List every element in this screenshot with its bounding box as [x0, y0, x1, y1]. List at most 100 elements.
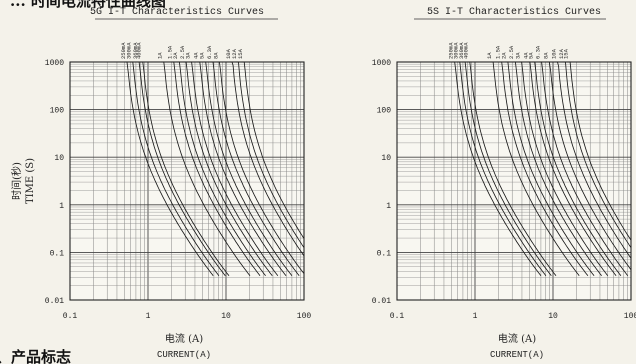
curve-label: 2A	[172, 52, 179, 59]
chart-title: 5G I-T Characteristics Curves	[90, 6, 264, 18]
x-tick-label: 1	[473, 312, 478, 321]
curve-6.3A	[539, 61, 629, 276]
curve-15A	[241, 61, 305, 239]
curve-360mA	[136, 61, 226, 276]
curve-label: 400mA	[136, 42, 143, 59]
x-axis-label-en: CURRENT(A)	[157, 350, 211, 360]
curve-10A	[555, 61, 632, 259]
curve-1A	[490, 61, 580, 276]
curve-label: 5A	[199, 52, 206, 59]
curve-300mA	[130, 61, 220, 276]
curve-12A	[562, 61, 632, 248]
curve-1A	[161, 61, 251, 276]
curve-label: 250mA	[448, 42, 455, 59]
curve-label: 10A	[225, 48, 232, 59]
curve-5A	[532, 61, 622, 276]
bottom-heading-fragment: 、产品标志	[0, 348, 71, 364]
curve-label: 3A	[514, 52, 521, 59]
curve-label: 2.5A	[179, 45, 186, 59]
y-tick-label: 10	[54, 154, 64, 163]
curve-8A	[216, 61, 305, 274]
y-tick-label: 0.01	[45, 297, 64, 306]
curve-label: 1A	[157, 52, 164, 59]
curve-label: 2.5A	[508, 45, 515, 59]
curve-360mA	[462, 61, 552, 276]
y-tick-label: 100	[377, 107, 392, 116]
y-tick-label: 1000	[372, 59, 391, 68]
top-heading-fragment: ... 时间电流特性曲线图	[10, 0, 166, 10]
curve-300mA	[457, 61, 547, 276]
curve-label: 6.3A	[534, 45, 541, 59]
x-tick-label: 1	[146, 312, 151, 321]
curve-label: 8A	[212, 52, 219, 59]
curve-label: 3A	[184, 52, 191, 59]
curve-label: 15A	[237, 48, 244, 59]
curve-label: 2A	[501, 52, 508, 59]
y-tick-label: 10	[381, 154, 391, 163]
y-tick-label: 0.1	[50, 249, 65, 258]
y-tick-label: 0.01	[372, 297, 391, 306]
x-tick-label: 10	[548, 312, 558, 321]
curve-250mA	[452, 61, 542, 276]
x-axis-label-cn: 电流 (A)	[498, 332, 536, 345]
x-tick-label: 0.1	[390, 312, 405, 321]
curve-label: 1.5A	[167, 45, 174, 59]
y-tick-label: 0.1	[377, 249, 392, 258]
plot-area	[70, 62, 304, 300]
y-tick-label: 1	[386, 202, 391, 211]
curve-1.5A	[499, 61, 589, 276]
x-tick-label: 0.1	[63, 312, 78, 321]
curve-3A	[189, 61, 279, 276]
y-tick-label: 1000	[45, 59, 64, 68]
curve-label: 10A	[551, 48, 558, 59]
curve-15A	[567, 61, 632, 241]
curve-4A	[527, 61, 617, 276]
curve-label: 1.5A	[495, 45, 502, 59]
curve-label: 12A	[558, 48, 565, 59]
curve-label: 4A	[193, 52, 200, 59]
curve-series-group	[452, 61, 632, 276]
x-tick-label: 100	[624, 312, 636, 321]
curve-400mA	[140, 61, 230, 276]
curve-label: 300mA	[126, 42, 133, 59]
plot-frame	[69, 61, 305, 301]
curve-label: 5A	[528, 52, 535, 59]
x-axis-label-cn: 电流 (A)	[165, 332, 203, 345]
x-axis-label-en: CURRENT(A)	[490, 350, 544, 360]
curve-8A	[546, 61, 632, 270]
curve-label: 360mA	[458, 42, 465, 59]
curve-4A	[197, 61, 287, 276]
curve-5A	[203, 61, 293, 276]
y-tick-label: 100	[50, 107, 65, 116]
curve-label: 15A	[563, 48, 570, 59]
x-tick-label: 10	[221, 312, 231, 321]
curve-label: 12A	[231, 48, 238, 59]
x-tick-label: 100	[297, 312, 312, 321]
curve-3A	[519, 61, 609, 276]
curve-2.5A	[183, 61, 273, 276]
curve-2A	[505, 61, 595, 276]
y-tick-label: 1	[59, 202, 64, 211]
plot-area	[397, 62, 631, 300]
curve-250mA	[124, 61, 214, 276]
curve-series-group	[124, 61, 305, 276]
curve-400mA	[467, 61, 557, 276]
curve-label: 250mA	[120, 42, 127, 59]
curve-2.5A	[512, 61, 602, 276]
curve-label: 360mA	[132, 42, 139, 59]
curve-label: 1A	[486, 52, 493, 59]
curve-label: 8A	[542, 52, 549, 59]
curve-label: 300mA	[453, 42, 460, 59]
curve-2A	[176, 61, 266, 276]
curve-12A	[235, 61, 305, 248]
curve-1.5A	[171, 61, 261, 276]
curve-10A	[229, 61, 305, 257]
chart-title: 5S I-T Characteristics Curves	[427, 6, 601, 18]
y-axis-label-cn: 时间(秒)	[10, 162, 23, 200]
curve-6.3A	[210, 61, 300, 276]
curve-label: 6.3A	[206, 45, 213, 59]
